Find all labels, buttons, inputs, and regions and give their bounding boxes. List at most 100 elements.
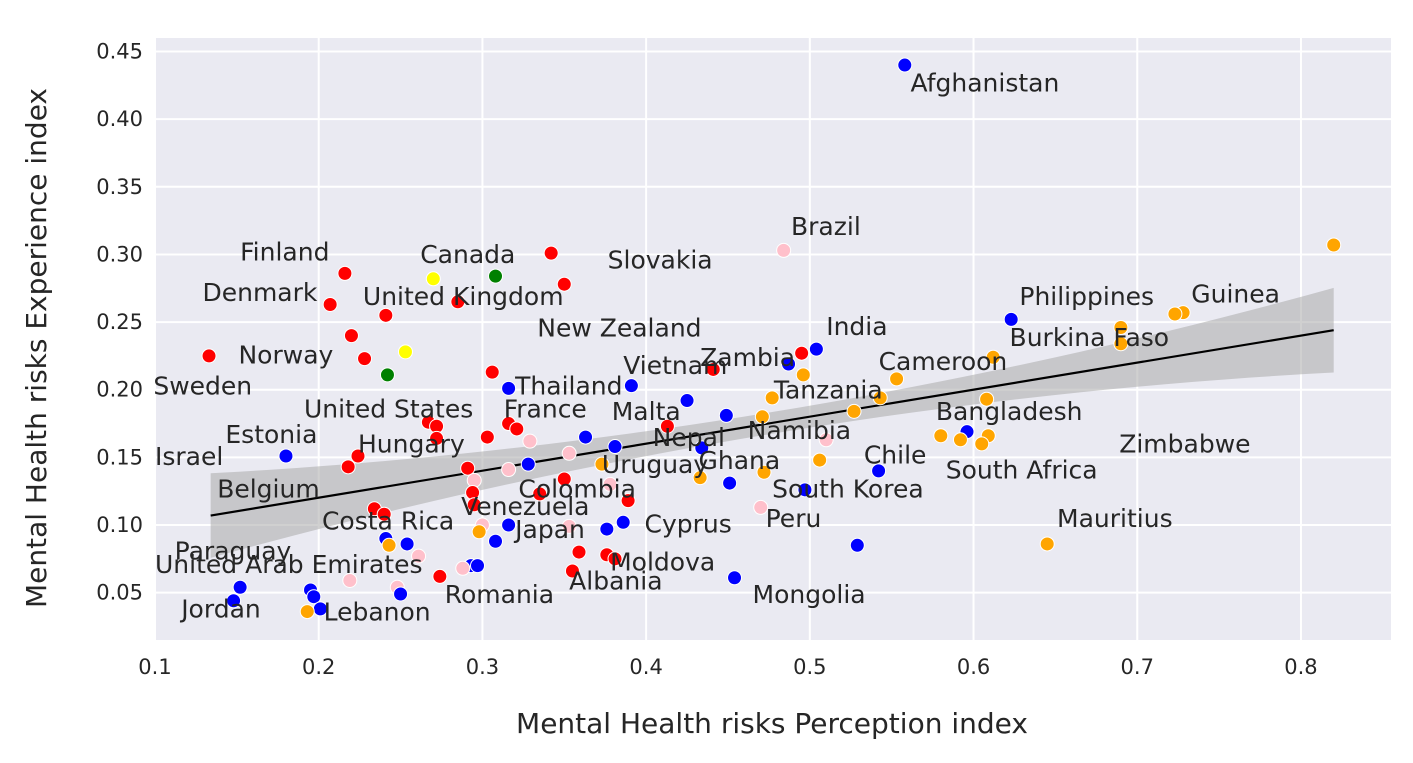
data-point <box>599 521 615 537</box>
data-point <box>974 436 990 452</box>
data-point <box>808 341 824 357</box>
country-label: Cameroon <box>879 347 1008 376</box>
data-point <box>342 572 358 588</box>
data-point <box>337 265 353 281</box>
data-point <box>620 493 636 509</box>
data-point <box>379 367 395 383</box>
data-point <box>753 499 769 515</box>
data-point <box>561 445 577 461</box>
country-label: Ghana <box>699 446 781 475</box>
data-point <box>781 356 797 372</box>
data-point <box>399 536 415 552</box>
x-tick-labels: 0.1 0.2 0.3 0.4 0.5 0.6 0.7 0.8 <box>138 655 1317 679</box>
data-point <box>1003 311 1019 327</box>
country-label: Canada <box>420 240 515 269</box>
country-label: Chile <box>864 440 927 469</box>
data-point <box>556 471 572 487</box>
data-point <box>756 464 772 480</box>
country-label: Estonia <box>225 420 317 449</box>
y-tick-labels: 0.05 0.10 0.15 0.20 0.25 0.30 0.35 0.40 0.45 <box>96 40 143 605</box>
data-point <box>376 506 392 522</box>
data-point <box>1113 336 1129 352</box>
data-point <box>232 579 248 595</box>
data-point <box>479 429 495 445</box>
y-tick-label: 0.15 <box>96 445 143 469</box>
country-label: Philippines <box>1019 282 1154 311</box>
data-point <box>871 463 887 479</box>
x-tick-label: 0.6 <box>957 655 990 679</box>
regression-line-group <box>210 329 1334 517</box>
data-point <box>429 430 445 446</box>
country-label: Norway <box>238 340 333 369</box>
data-point <box>615 514 631 530</box>
data-point <box>556 276 572 292</box>
data-point <box>378 307 394 323</box>
data-point <box>501 517 517 533</box>
country-label: Nepal <box>653 423 725 452</box>
data-point <box>594 456 610 472</box>
data-point <box>520 456 536 472</box>
country-label: India <box>826 312 887 341</box>
country-label: Jordan <box>179 595 261 624</box>
x-tick-label: 0.8 <box>1284 655 1317 679</box>
y-tick-label: 0.45 <box>96 40 143 64</box>
data-point <box>602 476 618 492</box>
country-label: Mauritius <box>1057 504 1173 533</box>
x-tick-label: 0.5 <box>793 655 826 679</box>
data-point <box>393 586 409 602</box>
data-point <box>812 452 828 468</box>
country-label: Uruguay <box>602 450 708 479</box>
data-point <box>692 470 708 486</box>
data-point <box>705 361 721 377</box>
data-point <box>797 482 813 498</box>
country-label: Thailand <box>514 371 622 400</box>
country-label: Belgium <box>217 474 320 503</box>
country-label: Guinea <box>1191 279 1280 308</box>
x-tick-label: 0.4 <box>629 655 662 679</box>
country-label: Burkina Faso <box>1010 323 1170 352</box>
country-label: Zambia <box>700 343 795 372</box>
data-point <box>471 524 487 540</box>
country-label: France <box>504 394 587 423</box>
country-label: Brazil <box>791 212 861 241</box>
data-point <box>872 390 888 406</box>
data-point <box>306 589 322 605</box>
country-label: South Korea <box>772 474 923 503</box>
data-point <box>509 421 525 437</box>
data-point <box>718 407 734 423</box>
data-point <box>357 351 373 367</box>
data-point <box>532 486 548 502</box>
country-label: United States <box>304 394 473 423</box>
country-label: Namibia <box>748 416 851 445</box>
data-point <box>679 393 695 409</box>
country-label: Bangladesh <box>936 397 1083 426</box>
x-tick-label: 0.1 <box>138 655 171 679</box>
data-point <box>578 429 594 445</box>
data-point <box>350 448 366 464</box>
x-tick-label: 0.3 <box>466 655 499 679</box>
data-point <box>226 593 242 609</box>
data-point <box>466 497 482 513</box>
y-tick-label: 0.25 <box>96 310 143 334</box>
data-point <box>455 560 471 576</box>
data-point <box>694 440 710 456</box>
country-label: Vietnam <box>623 351 727 380</box>
data-point <box>607 551 623 567</box>
data-point <box>343 328 359 344</box>
y-tick-label: 0.35 <box>96 175 143 199</box>
country-label: Costa Rica <box>322 507 454 536</box>
country-label: Romania <box>445 580 554 609</box>
data-point <box>450 294 466 310</box>
country-label: New Zealand <box>537 313 701 342</box>
data-point <box>979 391 995 407</box>
data-point <box>1113 320 1129 336</box>
country-label: Hungary <box>358 430 465 459</box>
y-tick-label: 0.30 <box>96 242 143 266</box>
data-point <box>488 533 504 549</box>
data-point <box>571 544 587 560</box>
grid-lines <box>154 38 1391 640</box>
data-point <box>299 604 315 620</box>
data-point <box>522 433 538 449</box>
data-point <box>623 378 639 394</box>
country-label: Paraguay <box>175 537 292 566</box>
